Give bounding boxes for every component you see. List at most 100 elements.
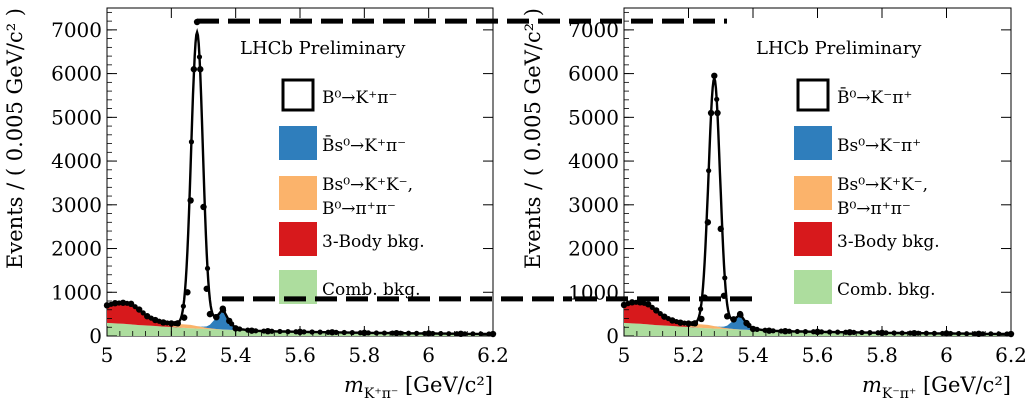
data-point: [187, 197, 194, 204]
data-point: [446, 331, 452, 337]
x-tick-label: 6: [422, 343, 435, 367]
data-point: [381, 330, 388, 336]
data-point: [641, 300, 647, 306]
data-point: [135, 306, 143, 313]
data-point: [698, 315, 705, 323]
data-point: [196, 54, 203, 60]
data-point: [393, 329, 400, 337]
data-point: [470, 331, 476, 337]
data-point: [164, 320, 170, 326]
legend-swatch-bs: [794, 126, 832, 160]
data-point: [454, 331, 460, 337]
legend-swatch-threebody: [794, 222, 832, 256]
y-tick-label: 0: [89, 324, 102, 348]
data-point: [810, 329, 817, 335]
data-point: [438, 330, 444, 337]
data-point: [237, 326, 243, 332]
x-tick-label: 6.2: [477, 343, 509, 367]
legend-label-threebody: 3-Body bkg.: [837, 232, 940, 252]
data-point: [116, 300, 122, 306]
data-point: [1004, 331, 1010, 337]
data-point: [397, 330, 404, 336]
legend-label-comb: Comb. bkg.: [322, 280, 421, 300]
data-point: [203, 285, 210, 292]
data-point: [248, 327, 255, 334]
y-tick-label: 5000: [51, 105, 102, 129]
data-point: [846, 329, 853, 336]
data-point: [911, 329, 918, 337]
data-point: [939, 330, 946, 337]
data-point: [188, 139, 195, 145]
data-point: [349, 330, 355, 336]
data-point: [835, 329, 841, 335]
data-point: [119, 299, 127, 306]
comb-bkg-area: [107, 322, 493, 336]
data-point: [357, 330, 363, 336]
data-point: [328, 329, 336, 336]
data-point: [253, 328, 259, 334]
data-point: [818, 329, 825, 335]
legend-swatch-signal: [796, 78, 830, 112]
legend-swatch-misid: [279, 176, 317, 210]
x-axis-title-symbol: m: [344, 373, 364, 397]
data-point: [132, 304, 138, 310]
y-tick-label: 5000: [568, 105, 619, 129]
data-point: [765, 327, 773, 334]
left-panel: 5 5.2 5.4 5.6 5.8 6 6.2 0 1000 2000 3000 4000 5000 60…: [3, 7, 727, 402]
data-point: [794, 328, 800, 335]
data-point: [462, 331, 468, 337]
data-point: [955, 330, 962, 337]
data-point: [181, 314, 188, 321]
x-axis-title-subscript: K⁻π⁺: [882, 386, 916, 402]
data-point: [706, 168, 712, 174]
data-point: [685, 320, 692, 327]
y-tick-label: 2000: [568, 237, 619, 261]
data-point: [168, 320, 175, 327]
legend-label-misid: B⁰→π⁺π⁻: [837, 199, 911, 219]
data-point: [988, 331, 994, 337]
data-point: [180, 303, 186, 309]
x-tick-label: 5: [101, 343, 114, 367]
data-point: [261, 328, 267, 334]
data-point: [301, 329, 307, 335]
experiment-label: LHCb Preliminary: [756, 38, 922, 59]
y-tick-label: 6000: [51, 62, 102, 86]
x-axis-title: mK⁻π⁺ [GeV/c²]: [862, 373, 1011, 402]
y-tick-label: 3000: [51, 193, 102, 217]
data-point: [722, 275, 728, 281]
data-point: [108, 301, 114, 307]
data-point: [681, 320, 688, 326]
legend-label-signal: B̄⁰→K⁻π⁺: [837, 86, 912, 108]
data-point: [625, 301, 631, 307]
data-point: [221, 307, 227, 313]
y-tick-label: 4000: [51, 149, 102, 173]
data-point: [717, 225, 724, 233]
legend-label-misid: Bs⁰→K⁺K⁻,: [837, 175, 928, 195]
data-point: [457, 330, 465, 338]
data-point: [754, 326, 760, 332]
x-axis-title-unit: [GeV/c²]: [916, 373, 1011, 397]
data-point: [859, 329, 865, 336]
data-point: [414, 330, 420, 336]
data-point: [704, 219, 712, 226]
data-point: [782, 327, 789, 335]
x-tick-label: 5.8: [866, 343, 898, 367]
data-point: [148, 315, 154, 321]
y-axis-title: Events / ( 0.005 GeV/c² ): [521, 8, 545, 269]
x-tick-label: 6.2: [995, 343, 1027, 367]
data-point: [206, 310, 214, 318]
legend-swatch-misid: [794, 176, 832, 210]
data-point: [204, 265, 211, 272]
data-point: [657, 310, 663, 317]
data-point: [907, 330, 913, 336]
x-axis-title-symbol: m: [862, 373, 882, 397]
y-tick-label: 7000: [568, 18, 619, 42]
data-point: [867, 330, 873, 336]
data-point: [317, 329, 323, 335]
data-point: [923, 330, 929, 336]
data-point: [947, 330, 954, 337]
data-point: [883, 330, 889, 336]
data-point: [972, 331, 978, 337]
data-point: [190, 66, 198, 73]
legend-label-misid: B⁰→π⁺π⁻: [322, 199, 396, 219]
